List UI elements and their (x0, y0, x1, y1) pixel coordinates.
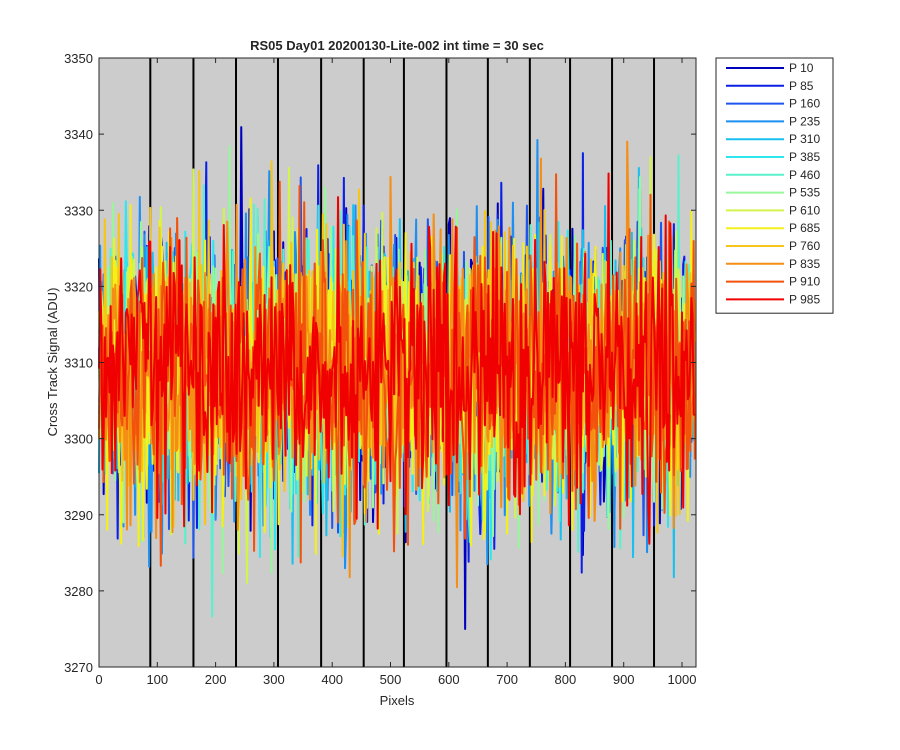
y-tick-label: 3320 (64, 279, 93, 294)
legend-label: P 985 (789, 292, 820, 306)
x-tick-label: 0 (95, 672, 102, 687)
chart: 0 100 200 300 400 500 600 700 800 900 1000 3270 3280… (0, 0, 900, 750)
legend-label: P 460 (789, 168, 820, 182)
y-tick-label: 3350 (64, 51, 93, 66)
x-tick-label: 1000 (668, 672, 697, 687)
legend-label: P 535 (789, 186, 820, 200)
legend-label: P 760 (789, 239, 820, 253)
y-tick-label: 3300 (64, 432, 93, 447)
legend-label: P 685 (789, 221, 820, 235)
y-tick-label: 3280 (64, 584, 93, 599)
x-tick-label: 100 (146, 672, 168, 687)
y-tick-label: 3340 (64, 127, 93, 142)
legend-label: P 310 (789, 132, 820, 146)
x-tick-label: 700 (496, 672, 518, 687)
x-tick-label: 200 (205, 672, 227, 687)
x-tick-label: 300 (263, 672, 285, 687)
x-tick-label: 400 (321, 672, 343, 687)
x-tick-label: 900 (613, 672, 635, 687)
legend-label: P 835 (789, 257, 820, 271)
y-tick-label: 3270 (64, 660, 93, 675)
legend-label: P 10 (789, 61, 814, 75)
legend: P 10 P 85 P 160 P 235 P 310 P 385 P 460 P 535 P … (716, 58, 833, 313)
y-axis-label: Cross Track Signal (ADU) (45, 288, 60, 437)
legend-label: P 160 (789, 97, 820, 111)
legend-label: P 385 (789, 150, 820, 164)
x-tick-label: 800 (555, 672, 577, 687)
legend-label: P 235 (789, 114, 820, 128)
y-tick-label: 3310 (64, 356, 93, 371)
legend-label: P 910 (789, 275, 820, 289)
chart-title: RS05 Day01 20200130-Lite-002 int time = … (250, 38, 544, 53)
legend-label: P 610 (789, 203, 820, 217)
y-tick-label: 3290 (64, 508, 93, 523)
x-tick-label: 600 (438, 672, 460, 687)
x-tick-label: 500 (380, 672, 402, 687)
legend-label: P 85 (789, 79, 814, 93)
y-tick-label: 3330 (64, 203, 93, 218)
x-axis-label: Pixels (380, 693, 415, 708)
